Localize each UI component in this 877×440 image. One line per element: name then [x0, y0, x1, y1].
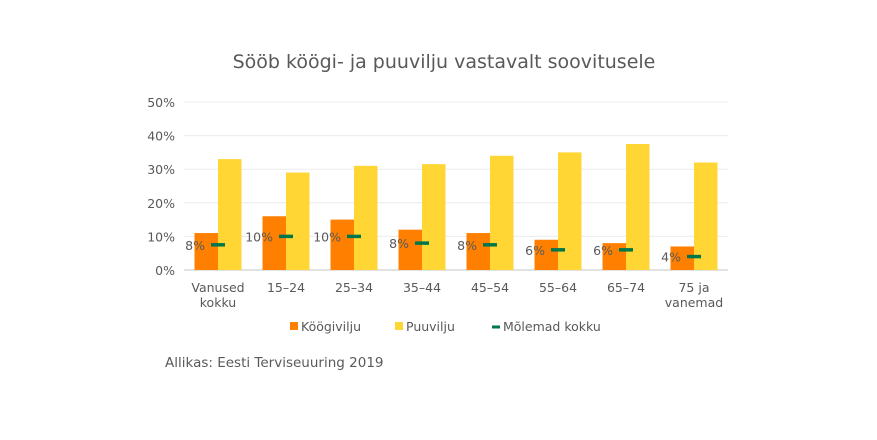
- data-label: 6%: [593, 243, 613, 258]
- data-label: 8%: [389, 236, 409, 251]
- bar-puuvilju: [490, 155, 514, 270]
- bar-koogivilju: [330, 219, 354, 270]
- data-label: 4%: [661, 250, 681, 265]
- x-tick-label: 45–54: [471, 280, 509, 295]
- legend-label: Köögivilju: [301, 319, 361, 334]
- legend-label: Mõlemad kokku: [503, 319, 601, 334]
- x-tick-label: 75 ja: [678, 280, 709, 295]
- legend-item: Puuvilju: [395, 319, 455, 334]
- data-label: 8%: [185, 238, 205, 253]
- bar-koogivilju: [670, 246, 694, 270]
- bar-koogivilju: [534, 239, 558, 270]
- x-tick-label: 55–64: [539, 280, 577, 295]
- y-tick-label: 30%: [147, 162, 175, 177]
- x-tick-label: vanemad: [665, 295, 723, 310]
- bar-koogivilju: [262, 216, 286, 270]
- y-tick-label: 40%: [147, 129, 175, 144]
- bar-puuvilju: [422, 164, 446, 270]
- data-label: 8%: [457, 238, 477, 253]
- data-label: 10%: [245, 229, 273, 244]
- x-tick-label: 25–34: [335, 280, 373, 295]
- y-tick-label: 20%: [147, 196, 175, 211]
- bar-puuvilju: [694, 162, 718, 270]
- source-note: Allikas: Eesti Terviseuuring 2019: [165, 355, 384, 371]
- y-tick-label: 10%: [147, 229, 175, 244]
- x-tick-label: 65–74: [607, 280, 645, 295]
- bar-koogivilju: [398, 229, 422, 270]
- y-tick-label: 50%: [147, 95, 175, 110]
- x-tick-label: Vanused: [191, 280, 244, 295]
- legend-swatch: [290, 322, 298, 330]
- y-tick-label: 0%: [155, 263, 175, 278]
- x-tick-label: 15–24: [267, 280, 305, 295]
- bar-puuvilju: [626, 144, 650, 270]
- bar-puuvilju: [218, 159, 242, 270]
- bar-koogivilju: [194, 233, 218, 270]
- x-tick-label: kokku: [200, 295, 236, 310]
- chart-title: Sööb köögi- ja puuvilju vastavalt soovit…: [233, 51, 656, 73]
- bar-puuvilju: [286, 172, 310, 270]
- bar-puuvilju: [354, 165, 378, 270]
- legend-item: Mõlemad kokku: [492, 319, 601, 334]
- bar-puuvilju: [558, 152, 582, 270]
- legend-swatch: [395, 322, 403, 330]
- legend-label: Puuvilju: [406, 319, 455, 334]
- data-label: 10%: [313, 229, 341, 244]
- x-tick-label: 35–44: [403, 280, 441, 295]
- data-label: 6%: [525, 243, 545, 258]
- legend-item: Köögivilju: [290, 319, 361, 334]
- bar-koogivilju: [466, 233, 490, 270]
